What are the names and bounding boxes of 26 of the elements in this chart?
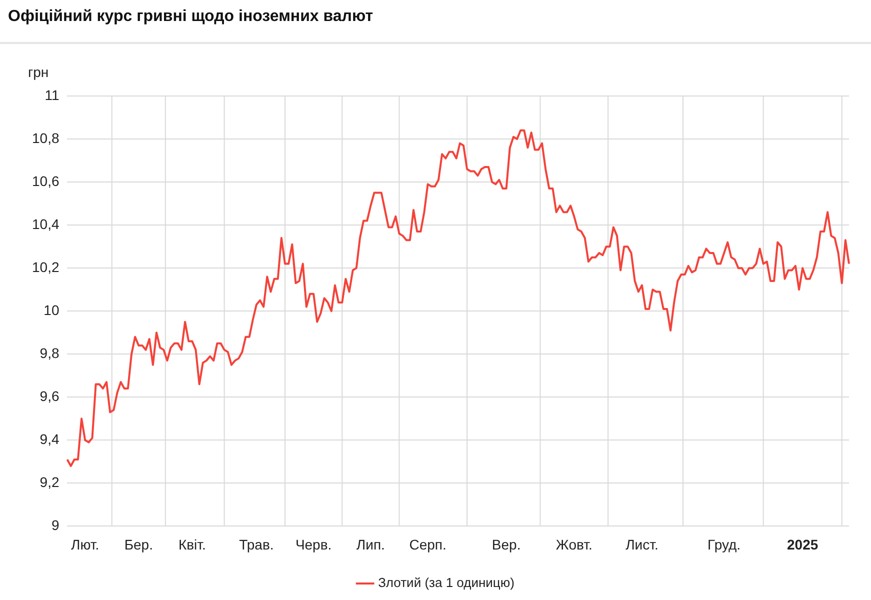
y-tick-label: 10,2 bbox=[32, 258, 60, 275]
y-tick-label: 10 bbox=[44, 302, 60, 318]
chart-title: Офіційний курс гривні щодо іноземних валют bbox=[0, 0, 871, 44]
x-tick-label: Лип. bbox=[356, 536, 385, 552]
x-tick-label: Бер. bbox=[124, 536, 153, 552]
x-tick-label: Серп. bbox=[409, 536, 446, 552]
x-tick-label: Жовт. bbox=[556, 536, 592, 552]
y-tick-label: 11 bbox=[44, 86, 60, 103]
x-tick-label: Груд. bbox=[708, 536, 741, 552]
y-axis-title: грн bbox=[28, 64, 49, 80]
x-tick-label: Трав. bbox=[239, 536, 274, 552]
y-tick-label: 10,4 bbox=[32, 216, 60, 232]
y-tick-label: 9,4 bbox=[40, 431, 60, 448]
legend-label: Злотий (за 1 одиницю) bbox=[378, 575, 514, 590]
x-tick-label: Лют. bbox=[71, 536, 100, 552]
y-tick-label: 9,6 bbox=[40, 388, 60, 404]
x-tick-label: Лист. bbox=[626, 536, 658, 552]
x-tick-label: Черв. bbox=[295, 536, 332, 552]
y-tick-label: 10,8 bbox=[32, 130, 60, 146]
y-tick-label: 9,8 bbox=[40, 344, 60, 361]
x-tick-label: Квіт. bbox=[178, 536, 206, 552]
x-tick-label: 2025 bbox=[787, 536, 818, 552]
y-tick-label: 10,6 bbox=[32, 172, 60, 189]
y-tick-label: 9,2 bbox=[40, 474, 60, 490]
x-tick-label: Вер. bbox=[492, 536, 521, 552]
y-tick-label: 9 bbox=[51, 517, 60, 534]
